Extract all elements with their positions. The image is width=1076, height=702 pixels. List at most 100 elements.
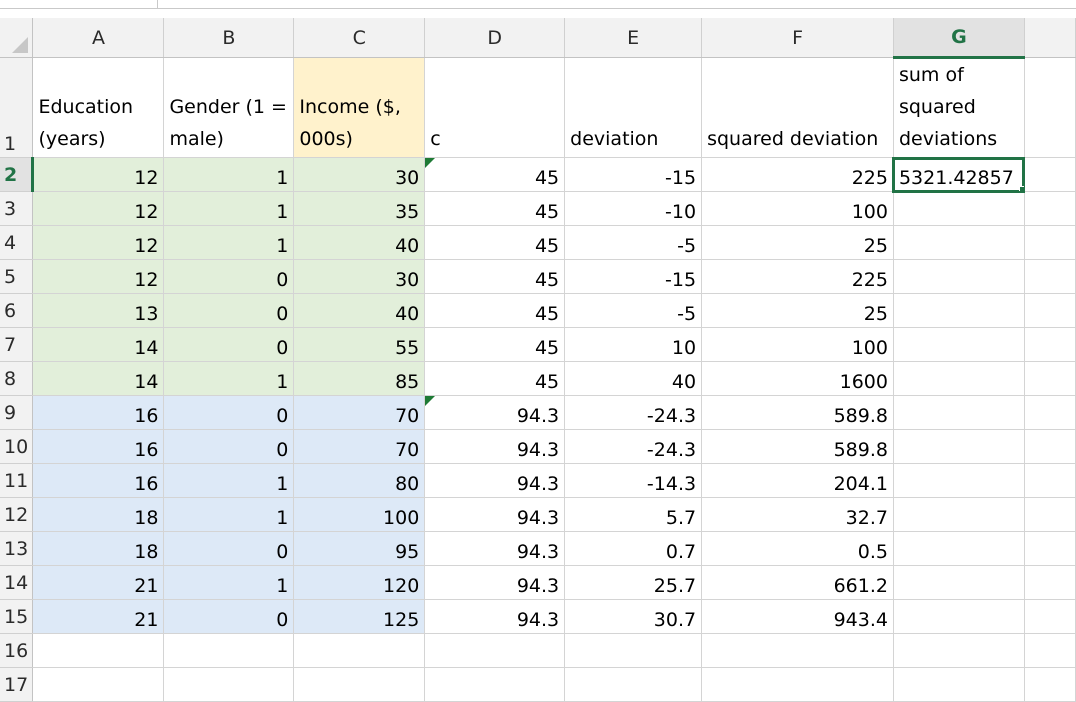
column-header-c[interactable]: C xyxy=(293,18,426,58)
cell-a7[interactable]: 14 xyxy=(32,327,165,362)
cell-a10[interactable]: 16 xyxy=(32,429,165,464)
cell-d2[interactable]: 45 xyxy=(424,157,566,192)
cell-g10[interactable] xyxy=(893,429,1025,464)
cell-c15[interactable]: 125 xyxy=(293,599,426,634)
cell-g14[interactable] xyxy=(893,565,1025,600)
cell-c9[interactable]: 70 xyxy=(293,395,426,430)
row-header[interactable]: 10 xyxy=(0,429,34,464)
cell-g2[interactable]: 5321.42857 xyxy=(892,156,1026,193)
cell-d3[interactable]: 45 xyxy=(424,191,566,226)
cell-a4[interactable]: 12 xyxy=(32,225,165,260)
cell-f10[interactable]: 589.8 xyxy=(701,429,894,464)
cell-b15[interactable]: 0 xyxy=(163,599,295,634)
cell-h12[interactable] xyxy=(1024,497,1076,532)
cell[interactable] xyxy=(32,667,165,702)
cell-d8[interactable]: 45 xyxy=(424,361,566,396)
cell-f11[interactable]: 204.1 xyxy=(701,463,894,498)
cell-a12[interactable]: 18 xyxy=(32,497,165,532)
cell-h10[interactable] xyxy=(1024,429,1076,464)
cell-c1[interactable]: Income ($, 000s) xyxy=(293,57,426,158)
cell-f8[interactable]: 1600 xyxy=(701,361,894,396)
row-header[interactable]: 16 xyxy=(0,633,34,668)
cell-d15[interactable]: 94.3 xyxy=(424,599,566,634)
cell-g12[interactable] xyxy=(893,497,1025,532)
cell-f6[interactable]: 25 xyxy=(701,293,894,328)
cell-e14[interactable]: 25.7 xyxy=(564,565,703,600)
cell-h9[interactable] xyxy=(1024,395,1076,430)
cell-e7[interactable]: 10 xyxy=(564,327,703,362)
cell-a5[interactable]: 12 xyxy=(32,259,165,294)
cell-c5[interactable]: 30 xyxy=(293,259,426,294)
row-header[interactable]: 12 xyxy=(0,497,34,532)
cell-c14[interactable]: 120 xyxy=(293,565,426,600)
cell-d12[interactable]: 94.3 xyxy=(424,497,566,532)
column-header-g[interactable]: G xyxy=(893,18,1025,59)
cell-h15[interactable] xyxy=(1024,599,1076,634)
cell-e9[interactable]: -24.3 xyxy=(564,395,703,430)
cell-e8[interactable]: 40 xyxy=(564,361,703,396)
cell-c13[interactable]: 95 xyxy=(293,531,426,566)
cell-f12[interactable]: 32.7 xyxy=(701,497,894,532)
row-header[interactable]: 2 xyxy=(0,157,35,192)
cell-g8[interactable] xyxy=(893,361,1025,396)
cell[interactable] xyxy=(424,667,566,702)
cell-b1[interactable]: Gender (1 = male) xyxy=(163,57,295,158)
cell-g6[interactable] xyxy=(893,293,1025,328)
cell-a13[interactable]: 18 xyxy=(32,531,165,566)
cell-e4[interactable]: -5 xyxy=(564,225,703,260)
cell-c8[interactable]: 85 xyxy=(293,361,426,396)
cell-f3[interactable]: 100 xyxy=(701,191,894,226)
cell-b7[interactable]: 0 xyxy=(163,327,295,362)
cell-d7[interactable]: 45 xyxy=(424,327,566,362)
row-header[interactable]: 15 xyxy=(0,599,34,634)
cell[interactable] xyxy=(893,633,1025,668)
cell-e3[interactable]: -10 xyxy=(564,191,703,226)
cell-e12[interactable]: 5.7 xyxy=(564,497,703,532)
cell-h8[interactable] xyxy=(1024,361,1076,396)
cell-b5[interactable]: 0 xyxy=(163,259,295,294)
fill-handle[interactable] xyxy=(1018,186,1024,191)
cell[interactable] xyxy=(424,633,566,668)
cell-b6[interactable]: 0 xyxy=(163,293,295,328)
cell[interactable] xyxy=(163,633,295,668)
row-header[interactable]: 13 xyxy=(0,531,34,566)
cell-d1[interactable]: c xyxy=(424,57,566,158)
cell-b4[interactable]: 1 xyxy=(163,225,295,260)
row-header[interactable]: 1 xyxy=(0,57,34,158)
cell-h4[interactable] xyxy=(1024,225,1076,260)
column-header-h[interactable] xyxy=(1024,18,1076,58)
cell-f9[interactable]: 589.8 xyxy=(701,395,894,430)
cell-a9[interactable]: 16 xyxy=(32,395,165,430)
cell-h2[interactable] xyxy=(1024,157,1076,192)
row-header[interactable]: 11 xyxy=(0,463,34,498)
row-header[interactable]: 17 xyxy=(0,667,34,702)
cell[interactable] xyxy=(564,633,703,668)
cell[interactable] xyxy=(293,667,426,702)
cell-g4[interactable] xyxy=(893,225,1025,260)
cell-e6[interactable]: -5 xyxy=(564,293,703,328)
cell-e13[interactable]: 0.7 xyxy=(564,531,703,566)
cell-h3[interactable] xyxy=(1024,191,1076,226)
cell-e15[interactable]: 30.7 xyxy=(564,599,703,634)
cell-d5[interactable]: 45 xyxy=(424,259,566,294)
cell-b12[interactable]: 1 xyxy=(163,497,295,532)
cell-g9[interactable] xyxy=(893,395,1025,430)
cell-g5[interactable] xyxy=(893,259,1025,294)
cell[interactable] xyxy=(564,667,703,702)
cell-f1[interactable]: squared deviation xyxy=(701,57,894,158)
cell[interactable] xyxy=(1024,633,1076,668)
cell-c11[interactable]: 80 xyxy=(293,463,426,498)
cell-f13[interactable]: 0.5 xyxy=(701,531,894,566)
column-header-a[interactable]: A xyxy=(32,18,165,58)
cell[interactable] xyxy=(701,633,894,668)
cell-d14[interactable]: 94.3 xyxy=(424,565,566,600)
cell-d13[interactable]: 94.3 xyxy=(424,531,566,566)
cell-g1[interactable]: sum of squared deviations xyxy=(893,57,1025,158)
cell-h7[interactable] xyxy=(1024,327,1076,362)
cell-g7[interactable] xyxy=(893,327,1025,362)
row-header[interactable]: 14 xyxy=(0,565,34,600)
cell-a14[interactable]: 21 xyxy=(32,565,165,600)
cell-e1[interactable]: deviation xyxy=(564,57,703,158)
cell-f4[interactable]: 25 xyxy=(701,225,894,260)
row-header[interactable]: 6 xyxy=(0,293,34,328)
